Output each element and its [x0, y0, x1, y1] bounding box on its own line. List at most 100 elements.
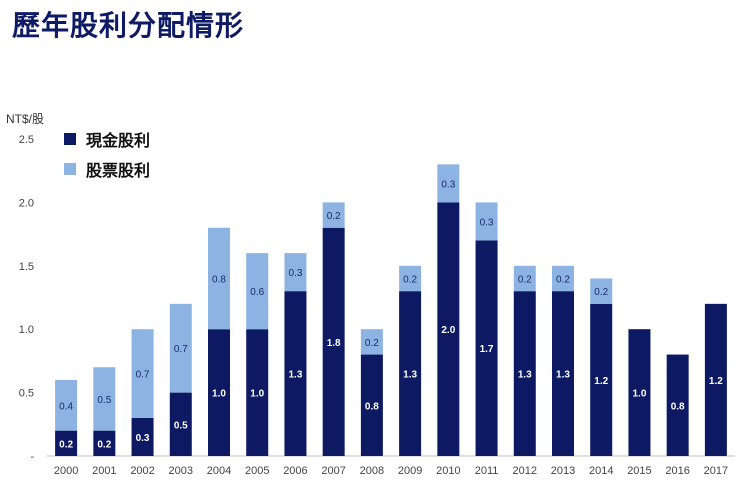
data-label-cash-2013: 1.3: [556, 370, 570, 381]
bar-cash-2000: [55, 430, 78, 456]
data-label-cash-2012: 1.3: [518, 370, 532, 381]
data-label-cash-2003: 0.5: [174, 420, 188, 431]
x-tick-label-2015: 2015: [627, 465, 651, 477]
bar-cash-2017: [704, 303, 727, 456]
data-label-stock-2004: 0.8: [212, 274, 226, 285]
data-label-stock-2007: 0.2: [327, 211, 341, 222]
bar-stock-2006: [284, 253, 307, 292]
x-tick-label-2002: 2002: [130, 465, 154, 477]
bar-stock-2003: [169, 303, 192, 393]
data-label-cash-2008: 0.8: [365, 401, 379, 412]
data-label-cash-2010: 2.0: [441, 325, 455, 336]
data-label-stock-2008: 0.2: [365, 338, 379, 349]
bar-cash-2013: [552, 291, 574, 456]
bar-cash-2002: [131, 417, 154, 456]
data-label-cash-2001: 0.2: [97, 439, 111, 450]
bar-cash-2008: [360, 354, 383, 456]
bar-cash-2012: [513, 291, 536, 456]
legend-label-cash: 現金股利: [86, 133, 151, 150]
x-tick-label-2008: 2008: [360, 465, 384, 477]
data-label-cash-2006: 1.3: [288, 370, 302, 381]
bar-cash-2011: [475, 240, 498, 456]
x-tick-label-2003: 2003: [169, 465, 193, 477]
x-tick-label-2010: 2010: [436, 465, 460, 477]
x-tick-label-2017: 2017: [704, 465, 728, 477]
bar-stock-2002: [131, 329, 154, 418]
data-label-cash-2015: 1.0: [632, 389, 646, 400]
bar-stock-2000: [55, 379, 78, 431]
x-tick-label-2013: 2013: [551, 465, 575, 477]
x-tick-label-2009: 2009: [398, 465, 422, 477]
data-label-cash-2016: 0.8: [671, 401, 685, 412]
bar-cash-2001: [93, 430, 116, 456]
x-tick-label-2016: 2016: [665, 465, 689, 477]
bar-stock-2004: [208, 227, 230, 330]
data-label-cash-2005: 1.0: [250, 389, 264, 400]
legend-label-stock: 股票股利: [86, 163, 151, 180]
y-tick-label: 0.5: [19, 388, 34, 400]
bar-stock-2009: [399, 265, 422, 292]
data-label-cash-2002: 0.3: [136, 433, 150, 444]
data-label-cash-2004: 1.0: [212, 389, 226, 400]
x-tick-label-2001: 2001: [92, 465, 116, 477]
data-label-stock-2002: 0.7: [136, 370, 150, 381]
data-label-stock-2010: 0.3: [441, 179, 455, 190]
y-tick-label: 2.5: [19, 134, 34, 146]
legend-swatch-cash: [64, 133, 76, 145]
data-label-stock-2000: 0.4: [59, 401, 73, 412]
x-tick-label-2005: 2005: [245, 465, 269, 477]
bar-stock-2008: [360, 329, 383, 355]
data-label-cash-2011: 1.7: [480, 344, 494, 355]
bar-stock-2013: [552, 265, 574, 292]
data-label-stock-2013: 0.2: [556, 274, 570, 285]
bar-stock-2007: [322, 202, 345, 228]
data-label-stock-2009: 0.2: [403, 274, 417, 285]
legend-item-cash: 現金股利: [64, 124, 150, 154]
data-label-stock-2011: 0.3: [480, 217, 494, 228]
bar-stock-2011: [475, 202, 498, 241]
data-label-stock-2001: 0.5: [97, 395, 111, 406]
bar-cash-2007: [322, 227, 345, 456]
data-label-cash-2009: 1.3: [403, 370, 417, 381]
bar-cash-2015: [628, 329, 651, 456]
bar-cash-2010: [437, 202, 460, 456]
bar-cash-2006: [284, 291, 307, 456]
bar-cash-2003: [169, 392, 192, 456]
y-axis-unit: NT$/股: [6, 112, 45, 126]
data-label-cash-2007: 1.8: [327, 338, 341, 349]
legend: 現金股利 股票股利: [64, 124, 150, 184]
y-tick-label: 2.0: [19, 197, 34, 209]
y-tick-label: 1.5: [19, 261, 34, 273]
x-tick-label-2014: 2014: [589, 465, 613, 477]
data-label-cash-2014: 1.2: [594, 376, 608, 387]
bar-cash-2004: [208, 329, 230, 456]
page-title: 歷年股利分配情形: [12, 10, 245, 41]
data-label-cash-2000: 0.2: [59, 439, 73, 450]
x-tick-label-2012: 2012: [513, 465, 537, 477]
bar-stock-2001: [93, 367, 116, 431]
bar-cash-2005: [246, 329, 269, 456]
bar-cash-2016: [666, 354, 689, 456]
bar-stock-2012: [513, 265, 536, 292]
data-label-stock-2014: 0.2: [594, 287, 608, 298]
x-tick-label-2011: 2011: [475, 465, 499, 477]
data-label-stock-2005: 0.6: [250, 287, 264, 298]
legend-item-stock: 股票股利: [64, 154, 150, 184]
x-tick-label-2004: 2004: [207, 465, 231, 477]
data-label-stock-2012: 0.2: [518, 274, 532, 285]
data-label-cash-2017: 1.2: [709, 376, 723, 387]
data-label-stock-2003: 0.7: [174, 344, 188, 355]
bar-cash-2014: [590, 303, 613, 456]
bar-stock-2005: [246, 253, 269, 330]
bar-stock-2010: [437, 164, 460, 203]
bar-cash-2009: [399, 291, 422, 456]
x-tick-label-2000: 2000: [54, 465, 78, 477]
x-tick-label-2007: 2007: [321, 465, 345, 477]
data-label-stock-2006: 0.3: [288, 268, 302, 279]
y-tick-label: 1.0: [19, 324, 34, 336]
legend-swatch-stock: [64, 163, 76, 175]
y-tick-label: -: [30, 451, 34, 463]
x-tick-label-2006: 2006: [283, 465, 307, 477]
bar-stock-2014: [590, 278, 613, 304]
